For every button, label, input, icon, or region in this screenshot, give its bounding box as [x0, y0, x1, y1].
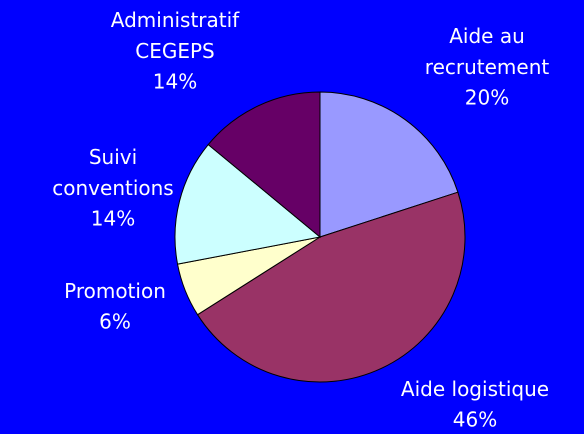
slice-label: Promotion: [64, 279, 166, 303]
value-label: 46%: [453, 408, 497, 432]
slice-label: Aide logistique: [401, 377, 549, 401]
slice-label-line: conventions: [52, 176, 173, 200]
slice-label: Aide au recrutement: [425, 24, 550, 79]
slice-label-line: Administratif: [111, 8, 240, 32]
slice: [207, 91, 321, 239]
value-label: 20%: [465, 86, 509, 110]
slice-label-line: CEGEPS: [135, 39, 215, 63]
slice-label: Suivi conventions: [52, 145, 173, 200]
value-label: 6%: [99, 310, 131, 334]
slice-label: Administratif CEGEPS: [111, 8, 240, 63]
slice-label-line: Aide au: [449, 24, 525, 48]
slice: [319, 91, 459, 238]
slice-label-line: Promotion: [64, 279, 166, 303]
value-label: 14%: [91, 207, 135, 231]
slice: [174, 143, 322, 265]
slice-label-line: Suivi: [89, 145, 137, 169]
slice-label-line: Aide logistique: [401, 377, 549, 401]
slice: [196, 191, 466, 383]
slice-label-line: recrutement: [425, 55, 550, 79]
value-label: 14%: [153, 70, 197, 94]
